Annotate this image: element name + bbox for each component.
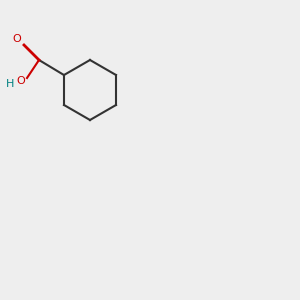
Text: H: H bbox=[6, 79, 15, 89]
Text: O: O bbox=[16, 76, 26, 86]
Text: O: O bbox=[12, 34, 21, 44]
